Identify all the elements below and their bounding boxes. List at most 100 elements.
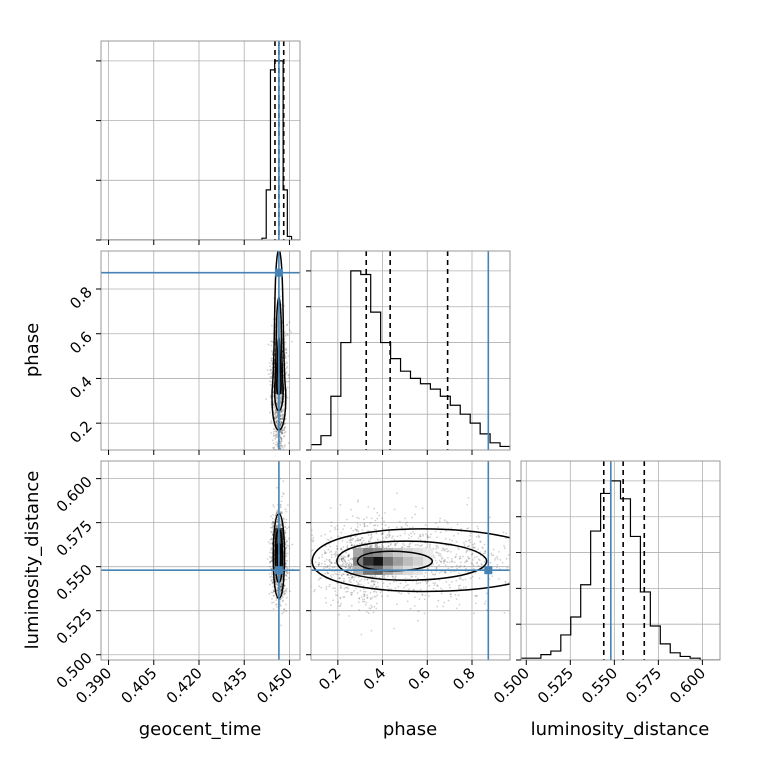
joint-geocent-time-vs-phase-point-1239 xyxy=(281,431,283,433)
joint-geocent-time-vs-luminosity-distance-point-531 xyxy=(272,585,274,588)
joint-phase-vs-luminosity-distance-point-808 xyxy=(443,558,446,561)
joint-geocent-time-vs-phase-plot-area xyxy=(101,251,300,456)
joint-phase-vs-luminosity-distance-point-151 xyxy=(429,546,431,548)
joint-geocent-time-vs-phase-point-1387 xyxy=(271,340,273,343)
joint-geocent-time-vs-luminosity-distance-point-827 xyxy=(280,510,283,513)
joint-phase-vs-luminosity-distance-point-499 xyxy=(438,564,440,567)
joint-phase-vs-luminosity-distance-point-1168 xyxy=(497,578,500,580)
joint-phase-vs-luminosity-distance-point-269 xyxy=(444,548,447,551)
joint-phase-vs-luminosity-distance-point-921 xyxy=(374,524,377,527)
joint-geocent-time-vs-luminosity-distance-point-829 xyxy=(270,567,273,570)
joint-geocent-time-vs-phase-point-1341 xyxy=(270,350,273,352)
joint-phase-vs-luminosity-distance-point-451 xyxy=(369,546,371,549)
joint-phase-vs-luminosity-distance-point-1296 xyxy=(369,608,372,610)
joint-phase-vs-luminosity-distance-point-141 xyxy=(450,571,452,573)
joint-phase-vs-luminosity-distance-point-270 xyxy=(344,556,347,559)
joint-phase-vs-luminosity-distance-point-897 xyxy=(445,520,448,523)
joint-phase-vs-luminosity-distance-point-756 xyxy=(374,580,377,583)
joint-geocent-time-vs-phase-point-1021 xyxy=(284,349,287,351)
joint-phase-vs-luminosity-distance-point-1108 xyxy=(320,535,323,537)
joint-phase-vs-luminosity-distance-point-709 xyxy=(473,556,476,559)
joint-geocent-time-vs-luminosity-distance-truth-marker xyxy=(274,566,283,575)
joint-geocent-time-vs-luminosity-distance-point-582 xyxy=(269,560,272,563)
joint-phase-vs-luminosity-distance-point-75 xyxy=(334,587,336,589)
joint-phase-vs-luminosity-distance-point-1284 xyxy=(388,531,391,534)
joint-phase-vs-luminosity-distance-point-880 xyxy=(445,530,447,532)
joint-phase-vs-luminosity-distance-point-103 xyxy=(358,583,360,586)
joint-geocent-time-vs-phase-point-1202 xyxy=(273,434,275,437)
joint-phase-vs-luminosity-distance-point-1295 xyxy=(432,548,435,550)
joint-phase-vs-luminosity-distance-point-440 xyxy=(311,549,314,552)
joint-phase-vs-luminosity-distance-point-908 xyxy=(336,594,339,597)
joint-phase-vs-luminosity-distance-point-1143 xyxy=(419,535,421,538)
joint-phase-vs-luminosity-distance-point-143 xyxy=(342,564,344,567)
joint-phase-vs-luminosity-distance-point-320 xyxy=(501,561,504,564)
joint-phase-vs-luminosity-distance-point-1309 xyxy=(330,562,333,564)
joint-phase-vs-luminosity-distance-point-191 xyxy=(351,576,353,579)
hist-luminosity-distance-panel xyxy=(520,460,721,661)
joint-phase-vs-luminosity-distance-point-761 xyxy=(355,539,358,542)
joint-phase-vs-luminosity-distance-point-278 xyxy=(357,582,360,584)
joint-geocent-time-vs-phase-point-319 xyxy=(274,417,277,420)
joint-phase-vs-luminosity-distance-point-599 xyxy=(325,588,328,590)
joint-phase-vs-luminosity-distance-point-869 xyxy=(417,619,419,622)
joint-phase-vs-luminosity-distance-point-879 xyxy=(426,536,429,539)
joint-phase-vs-luminosity-distance-point-457 xyxy=(426,534,429,537)
joint-geocent-time-vs-luminosity-distance-point-30 xyxy=(275,512,278,515)
joint-geocent-time-vs-phase-point-351 xyxy=(283,429,286,432)
joint-phase-vs-luminosity-distance-point-746 xyxy=(354,535,357,538)
joint-phase-vs-luminosity-distance-plot-area xyxy=(302,461,510,660)
joint-geocent-time-vs-phase-point-238 xyxy=(283,422,286,425)
hist-phase-panel xyxy=(310,250,511,451)
joint-phase-vs-luminosity-distance-point-710 xyxy=(424,571,427,574)
joint-geocent-time-vs-luminosity-distance-point-738 xyxy=(284,508,287,510)
joint-phase-vs-luminosity-distance-point-983 xyxy=(328,559,330,562)
joint-geocent-time-vs-phase-point-1192 xyxy=(279,436,282,439)
joint-geocent-time-vs-phase-point-1320 xyxy=(275,421,278,424)
hist-luminosity-distance-xtick-label-2: 0.550 xyxy=(578,664,621,707)
joint-phase-vs-luminosity-distance-point-988 xyxy=(375,591,378,594)
joint-phase-vs-luminosity-distance-point-1211 xyxy=(302,577,304,579)
joint-phase-vs-luminosity-distance-point-641 xyxy=(457,532,460,535)
joint-geocent-time-vs-luminosity-distance-point-1321 xyxy=(275,511,278,514)
joint-phase-vs-luminosity-distance-point-718 xyxy=(376,517,379,520)
joint-geocent-time-vs-phase-point-101 xyxy=(279,414,282,417)
joint-geocent-time-vs-phase-point-468 xyxy=(285,454,287,456)
joint-phase-vs-luminosity-distance-point-140 xyxy=(435,547,438,550)
joint-phase-vs-luminosity-distance-point-1001 xyxy=(415,580,418,583)
joint-phase-vs-luminosity-distance-point-1161 xyxy=(403,544,406,547)
joint-geocent-time-vs-luminosity-distance-point-850 xyxy=(284,541,287,544)
joint-geocent-time-vs-phase-point-435 xyxy=(271,351,274,354)
joint-phase-vs-luminosity-distance-point-72 xyxy=(345,590,347,593)
joint-phase-vs-luminosity-distance-point-951 xyxy=(366,546,369,548)
joint-phase-vs-luminosity-distance-point-637 xyxy=(419,581,422,584)
joint-phase-vs-luminosity-distance-point-138 xyxy=(378,514,380,517)
joint-geocent-time-vs-phase-point-1241 xyxy=(269,365,272,368)
joint-phase-vs-luminosity-distance-point-648 xyxy=(355,580,358,583)
joint-geocent-time-vs-phase-point-948 xyxy=(281,418,284,420)
joint-geocent-time-vs-phase-point-1096 xyxy=(286,396,289,399)
joint-phase-vs-luminosity-distance-point-441 xyxy=(417,582,420,585)
joint-phase-vs-luminosity-distance-point-39 xyxy=(447,599,450,602)
joint-phase-vs-luminosity-distance-point-430 xyxy=(338,605,341,607)
joint-phase-vs-luminosity-distance-point-484 xyxy=(347,567,350,569)
joint-phase-vs-luminosity-distance-point-928 xyxy=(357,530,360,533)
joint-phase-vs-luminosity-distance-contour-1 xyxy=(336,540,487,581)
joint-phase-vs-luminosity-distance-point-161 xyxy=(363,598,366,600)
hist-luminosity-distance-xtick-label-0: 0.500 xyxy=(490,664,533,707)
joint-phase-vs-luminosity-distance-point-917 xyxy=(451,581,453,583)
joint-geocent-time-vs-phase-point-213 xyxy=(280,440,283,443)
joint-geocent-time-vs-phase-point-525 xyxy=(282,415,284,418)
joint-phase-vs-luminosity-distance-point-244 xyxy=(339,503,342,506)
joint-phase-vs-luminosity-distance-point-81 xyxy=(374,544,377,546)
joint-phase-vs-luminosity-distance-point-329 xyxy=(344,566,347,569)
joint-phase-vs-luminosity-distance-point-948 xyxy=(348,615,351,617)
joint-phase-vs-luminosity-distance-point-455 xyxy=(314,561,317,563)
joint-phase-vs-luminosity-distance-point-480 xyxy=(357,539,359,542)
joint-phase-vs-luminosity-distance-point-220 xyxy=(374,519,377,522)
joint-geocent-time-vs-phase-point-137 xyxy=(281,410,283,412)
joint-phase-vs-luminosity-distance-point-732 xyxy=(404,581,407,583)
joint-geocent-time-vs-luminosity-distance-point-1105 xyxy=(281,511,284,514)
joint-phase-vs-luminosity-distance-point-731 xyxy=(492,554,495,557)
joint-phase-vs-luminosity-distance-point-676 xyxy=(454,593,457,596)
